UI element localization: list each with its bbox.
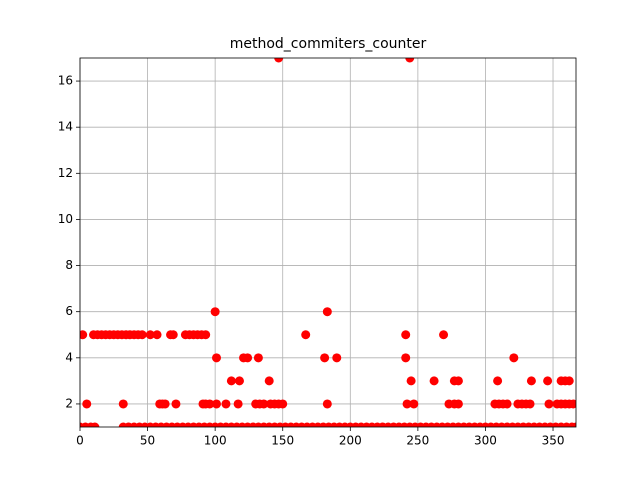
point bbox=[525, 399, 535, 409]
point bbox=[212, 399, 222, 409]
point bbox=[205, 399, 215, 409]
point bbox=[564, 376, 574, 386]
y-tick-label: 4 bbox=[65, 350, 73, 364]
point bbox=[243, 353, 253, 363]
point bbox=[80, 330, 88, 340]
point bbox=[402, 399, 412, 409]
point bbox=[145, 330, 155, 340]
point bbox=[406, 376, 416, 386]
x-tick-label: 0 bbox=[76, 434, 84, 448]
y-tick-label: 6 bbox=[65, 304, 73, 318]
plot-frame bbox=[79, 57, 577, 428]
point bbox=[405, 58, 415, 63]
point bbox=[502, 399, 512, 409]
point bbox=[509, 353, 519, 363]
point bbox=[82, 399, 92, 409]
point bbox=[90, 422, 100, 427]
points bbox=[80, 58, 576, 427]
point bbox=[212, 353, 222, 363]
point bbox=[160, 399, 170, 409]
point bbox=[332, 353, 342, 363]
point bbox=[453, 376, 463, 386]
point bbox=[322, 307, 332, 317]
point bbox=[171, 399, 181, 409]
point bbox=[571, 422, 576, 427]
x-tick-label: 300 bbox=[474, 434, 497, 448]
point bbox=[152, 330, 162, 340]
point bbox=[210, 307, 220, 317]
point bbox=[526, 376, 536, 386]
point bbox=[137, 330, 147, 340]
point bbox=[544, 399, 554, 409]
grid bbox=[79, 58, 576, 427]
point bbox=[234, 376, 244, 386]
x-tick-label: 250 bbox=[406, 434, 429, 448]
point bbox=[439, 330, 449, 340]
point bbox=[543, 376, 553, 386]
x-tick-label: 200 bbox=[339, 434, 362, 448]
y-tick-label: 10 bbox=[58, 212, 73, 226]
point bbox=[253, 353, 263, 363]
point bbox=[118, 399, 128, 409]
point bbox=[429, 376, 439, 386]
point bbox=[322, 399, 332, 409]
point bbox=[233, 399, 243, 409]
x-tick-label: 100 bbox=[204, 434, 227, 448]
point bbox=[201, 330, 211, 340]
point bbox=[226, 376, 236, 386]
point bbox=[320, 353, 330, 363]
y-tick-label: 14 bbox=[58, 120, 73, 134]
x-tick-label: 150 bbox=[271, 434, 294, 448]
point bbox=[401, 353, 411, 363]
chart-title: method_commiters_counter bbox=[230, 36, 427, 52]
point bbox=[221, 399, 231, 409]
y-tick-label: 2 bbox=[65, 396, 73, 410]
point bbox=[278, 399, 288, 409]
point bbox=[453, 399, 463, 409]
point bbox=[274, 58, 284, 63]
ticks: 0 50 100 150 200 250 300 350 2 4 6 8 10 12 14 16 bbox=[58, 74, 565, 448]
point bbox=[168, 330, 178, 340]
y-tick-label: 12 bbox=[58, 166, 73, 180]
point bbox=[568, 399, 576, 409]
y-tick-label: 8 bbox=[65, 258, 73, 272]
x-tick-label: 350 bbox=[542, 434, 565, 448]
point bbox=[259, 399, 269, 409]
point bbox=[264, 376, 274, 386]
y-tick-label: 16 bbox=[58, 74, 73, 88]
point bbox=[493, 376, 503, 386]
point bbox=[409, 399, 419, 409]
point bbox=[301, 330, 311, 340]
x-tick-label: 50 bbox=[140, 434, 155, 448]
point bbox=[401, 330, 411, 340]
